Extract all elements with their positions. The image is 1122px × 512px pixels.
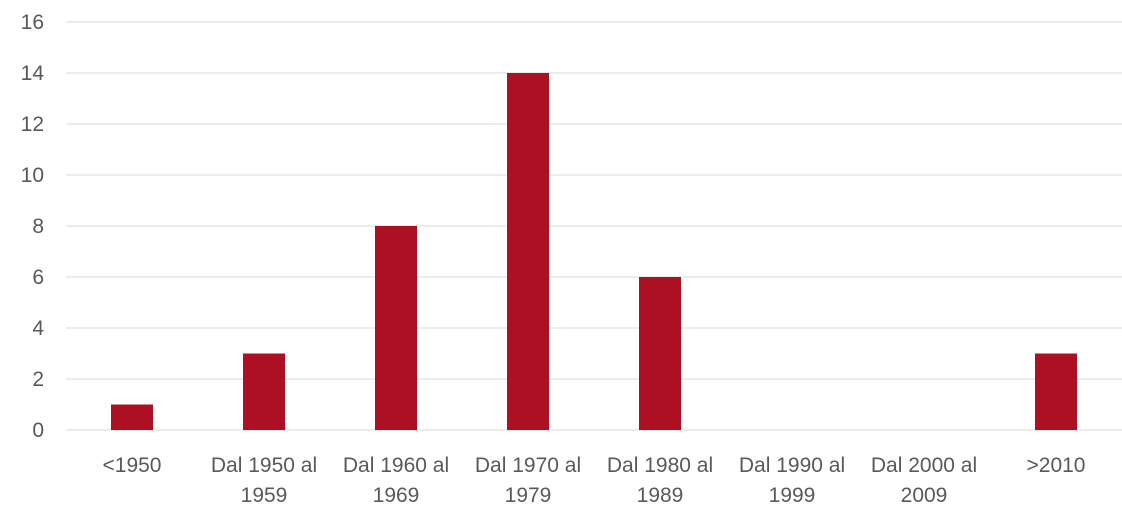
- y-tick-label: 14: [21, 62, 45, 85]
- bar: [1035, 353, 1077, 430]
- y-tick-label: 12: [21, 113, 44, 136]
- x-tick-label-line: Dal 1990 al: [739, 454, 845, 477]
- x-tick-label-line: 1989: [637, 484, 684, 507]
- x-tick-label-line: 1999: [769, 484, 816, 507]
- x-tick-label-line: 1979: [505, 484, 552, 507]
- x-tick-label: Dal 1950 al 1959: [211, 454, 317, 507]
- x-tick-label: Dal 1990 al 1999: [739, 454, 845, 507]
- x-tick-label: <1950: [103, 454, 162, 477]
- bar: [507, 73, 549, 430]
- y-tick-label: 6: [32, 266, 44, 289]
- y-tick-label: 0: [32, 419, 44, 442]
- x-tick-label-line: Dal 1960 al: [343, 454, 449, 477]
- x-tick-label-line: 2009: [901, 484, 948, 507]
- x-tick-label-line: >2010: [1027, 454, 1086, 477]
- y-tick-label: 10: [21, 164, 44, 187]
- y-tick-label: 4: [32, 317, 44, 340]
- x-tick-label: Dal 1960 al 1969: [343, 454, 449, 507]
- bar: [111, 404, 153, 430]
- y-tick-label: 8: [32, 215, 44, 238]
- x-tick-label-line: Dal 1970 al: [475, 454, 581, 477]
- x-tick-label-line: Dal 1950 al: [211, 454, 317, 477]
- x-tick-label: >2010: [1027, 454, 1086, 477]
- x-tick-label-line: Dal 1980 al: [607, 454, 713, 477]
- bar: [243, 353, 285, 430]
- x-tick-label-line: 1969: [373, 484, 420, 507]
- x-tick-label: Dal 2000 al 2009: [871, 454, 977, 507]
- x-tick-label-line: 1959: [241, 484, 288, 507]
- bar: [375, 226, 417, 430]
- gridlines: [66, 21, 1122, 431]
- bar: [639, 277, 681, 430]
- x-tick-label-line: <1950: [103, 454, 162, 477]
- y-axis-tick-labels: 0 2 4 6 8 10 12 14 16: [21, 11, 45, 442]
- x-tick-label: Dal 1980 al 1989: [607, 454, 713, 507]
- bars: [111, 73, 1077, 430]
- y-tick-label: 16: [21, 11, 44, 34]
- y-tick-label: 2: [32, 368, 44, 391]
- x-tick-label: Dal 1970 al 1979: [475, 454, 581, 507]
- x-tick-label-line: Dal 2000 al: [871, 454, 977, 477]
